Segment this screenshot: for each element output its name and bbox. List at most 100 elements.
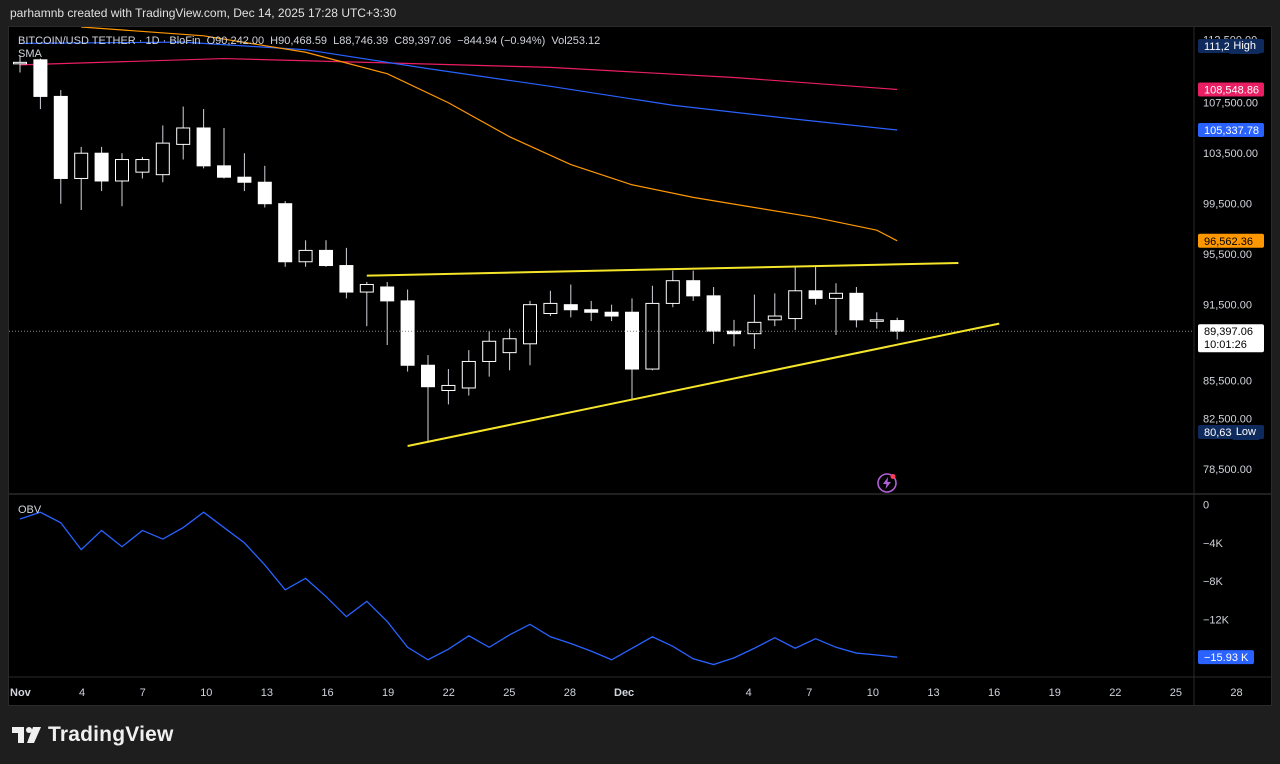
trendline-upper[interactable] [366,262,959,277]
candle-up[interactable] [543,302,558,315]
candle-up[interactable] [747,321,762,335]
ohlc-legend: BITCOIN/USD TETHER · 1D · BloFin O90,242… [18,34,603,48]
change-value: −844.94 (−0.94%) [457,35,546,47]
candle-down[interactable] [584,309,599,313]
candle-down[interactable] [319,249,333,267]
candle-up[interactable] [298,249,313,263]
time-axis-label: 28 [1230,687,1242,699]
sma-last-value-tag [1198,233,1264,248]
low-tag-label: Low [1235,426,1256,438]
candle-up[interactable] [482,340,497,362]
candle-up[interactable] [767,315,782,321]
obv-axis-tick: −12K [1203,615,1230,627]
time-axis-label: 10 [200,687,212,699]
candle-down[interactable] [421,364,435,388]
sma-line-blue[interactable] [19,41,898,131]
low-value: L88,746.39 [333,35,389,47]
price-axis-tick: 95,500.00 [1203,249,1252,261]
sma-last-value: 96,562.36 [1204,236,1253,248]
sma-line-orange[interactable] [81,27,898,242]
candle-up[interactable] [13,61,27,65]
candle-up[interactable] [665,280,680,304]
obv-last-value: −15.93 K [1204,652,1249,664]
obv-line[interactable] [19,511,898,666]
candle-up[interactable] [502,338,517,354]
price-axis-tick: 103,500.00 [1203,148,1258,160]
candle-up[interactable] [523,304,537,345]
candle-down[interactable] [686,280,701,297]
price-axis-tick: 85,500.00 [1203,375,1252,387]
high-value: H90,468.59 [270,35,328,47]
time-axis-label: 13 [927,687,939,699]
time-axis-label: 19 [1049,687,1061,699]
candle-up[interactable] [115,159,129,182]
candle-up[interactable] [359,283,374,293]
candle-up[interactable] [869,319,884,322]
candle-down[interactable] [563,304,578,311]
time-axis-label: 10 [867,687,879,699]
candle-down[interactable] [625,311,639,370]
price-axis-tick: 99,500.00 [1203,199,1252,211]
time-axis-label: 7 [806,687,812,699]
candle-down[interactable] [278,203,293,263]
tradingview-logo-icon [12,727,41,743]
candle-up[interactable] [176,127,191,145]
candle-down[interactable] [727,330,741,335]
bar-countdown: 10:01:26 [1204,339,1247,351]
high-tag-label: High [1233,40,1256,52]
candle-down[interactable] [53,95,68,179]
candle-down[interactable] [94,152,109,182]
candle-down[interactable] [808,290,823,299]
candle-up[interactable] [441,384,456,392]
sma-last-value: 105,337.78 [1204,125,1259,137]
candle-down[interactable] [890,320,905,332]
current-price-value: 89,397.06 [1204,326,1253,338]
candle-up[interactable] [74,152,89,179]
time-axis-label: 16 [321,687,333,699]
candle-down[interactable] [257,181,272,205]
candle-down[interactable] [339,265,354,293]
candle-down[interactable] [604,311,619,317]
candle-up[interactable] [461,360,476,389]
sma-indicator-label[interactable]: SMA [18,48,42,60]
candle-down[interactable] [400,300,415,366]
current-price-tag [1198,324,1264,353]
price-axis-tick: 91,500.00 [1203,300,1252,312]
candle-down[interactable] [706,295,721,332]
price-axis-tick: 107,500.00 [1203,98,1258,110]
time-axis-label: Nov [10,687,32,699]
time-axis-label: 25 [1170,687,1182,699]
obv-axis-tick: −4K [1203,538,1224,550]
sma-line-red[interactable] [19,57,898,91]
candle-down[interactable] [849,292,864,321]
candle-up[interactable] [135,159,150,173]
chart-caption: parhamnb created with TradingView.com, D… [10,6,397,20]
candle-down[interactable] [196,127,211,167]
obv-indicator-label[interactable]: OBV [18,504,42,516]
candle-down[interactable] [217,165,231,178]
candle-down[interactable] [33,59,48,97]
bolt-icon[interactable] [876,472,898,494]
trendline-lower[interactable] [407,322,1000,448]
time-axis-label: 19 [382,687,394,699]
candle-up[interactable] [829,292,843,299]
obv-axis-tick: −8K [1203,576,1224,588]
volume-value: Vol253.12 [551,35,601,47]
time-axis-label: 4 [746,687,752,699]
candle-up[interactable] [645,302,660,370]
time-axis-label: 25 [503,687,515,699]
sma-last-value: 108,548.86 [1204,84,1259,96]
tradingview-branding: TradingView [12,723,174,747]
candle-up[interactable] [155,142,170,176]
candle-down[interactable] [380,286,395,302]
high-price-tag: High [1229,39,1260,54]
time-axis-label: 22 [1109,687,1121,699]
candle-down[interactable] [237,176,252,183]
candle-up[interactable] [788,290,803,320]
chart-frame[interactable]: 112,500.00107,500.00103,500.0099,500.009… [8,26,1272,706]
time-axis-label: 22 [443,687,455,699]
sma-last-value-tag [1198,123,1264,138]
price-chart[interactable]: 112,500.00107,500.00103,500.0099,500.009… [9,27,1271,705]
close-value: C89,397.06 [394,35,452,47]
symbol-label[interactable]: BITCOIN/USD TETHER · 1D · BloFin [18,35,201,47]
